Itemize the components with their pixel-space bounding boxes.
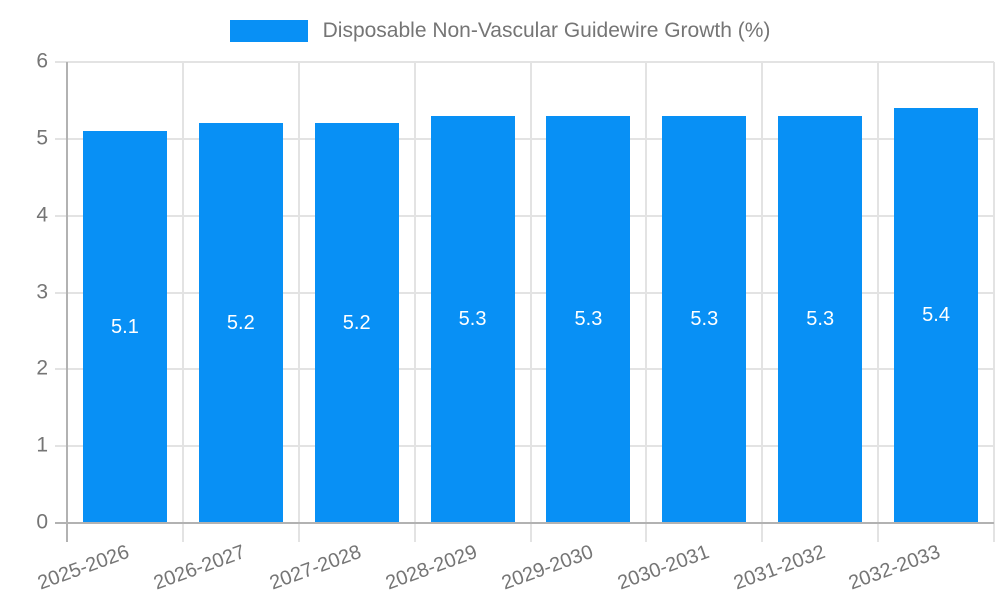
y-axis-tick-label: 5	[36, 126, 48, 150]
y-gridline	[55, 214, 994, 217]
y-gridline	[55, 445, 994, 448]
x-gridline	[413, 62, 416, 542]
bar-value-label: 5.2	[342, 311, 371, 334]
y-axis-tick-label: 4	[36, 203, 48, 227]
y-axis-tick-label: 2	[36, 356, 48, 380]
x-gridline	[297, 62, 300, 542]
y-axis-tick-label: 3	[36, 280, 48, 304]
bar-2027-2028[interactable]: 5.2	[314, 123, 399, 523]
bar-value-label: 5.4	[922, 304, 950, 327]
bar-2025-2026[interactable]: 5.1	[82, 131, 167, 523]
bar-value-label: 5.3	[458, 307, 487, 330]
y-axis-tick-label: 6	[36, 49, 48, 73]
bar-2029-2030[interactable]: 5.3	[546, 115, 631, 523]
x-axis-tick-label: 2031-2032	[730, 541, 828, 595]
x-axis-tick-label: 2030-2031	[614, 541, 712, 595]
x-gridline	[645, 62, 648, 542]
y-gridline	[55, 61, 994, 63]
y-gridline	[55, 291, 994, 294]
x-axis-tick-label: 2032-2033	[846, 541, 944, 595]
bar-value-label: 5.3	[690, 307, 719, 330]
chart-legend-item[interactable]: Disposable Non-Vascular Guidewire Growth…	[0, 16, 1000, 46]
x-axis-tick-label: 2027-2028	[266, 541, 365, 595]
bar-value-label: 5.1	[111, 315, 139, 338]
bar-value-label: 5.3	[574, 307, 603, 330]
x-gridline	[993, 62, 995, 542]
x-axis-line	[55, 522, 994, 524]
y-axis-line	[66, 62, 68, 542]
x-gridline	[761, 62, 764, 542]
bar-2030-2031[interactable]: 5.3	[662, 115, 747, 523]
y-gridline	[55, 368, 994, 371]
legend-label: Disposable Non-Vascular Guidewire Growth…	[322, 19, 771, 42]
x-axis-tick-label: 2029-2030	[498, 541, 596, 595]
plot-area: 0 1 2 3 4 5 6 5.1 2025-2026 5.2 2026-2027 5.2 2027-2…	[35, 50, 995, 594]
y-gridline	[55, 137, 994, 140]
x-axis-tick-label: 2028-2029	[382, 541, 481, 595]
y-axis-tick-label: 0	[36, 510, 48, 534]
x-gridline	[181, 62, 184, 542]
bar-2032-2033[interactable]: 5.4	[894, 108, 979, 523]
bar-value-label: 5.3	[806, 307, 835, 330]
x-axis-tick-label: 2026-2027	[150, 541, 249, 595]
x-axis-tick-label: 2025-2026	[35, 541, 133, 595]
bar-2028-2029[interactable]: 5.3	[430, 115, 515, 523]
bar-2031-2032[interactable]: 5.3	[778, 115, 863, 523]
legend-swatch	[229, 20, 308, 42]
x-gridline	[877, 62, 880, 542]
y-axis-tick-label: 1	[36, 433, 48, 457]
x-gridline	[529, 62, 532, 542]
bar-2026-2027[interactable]: 5.2	[198, 123, 283, 523]
bar-value-label: 5.2	[226, 311, 255, 334]
